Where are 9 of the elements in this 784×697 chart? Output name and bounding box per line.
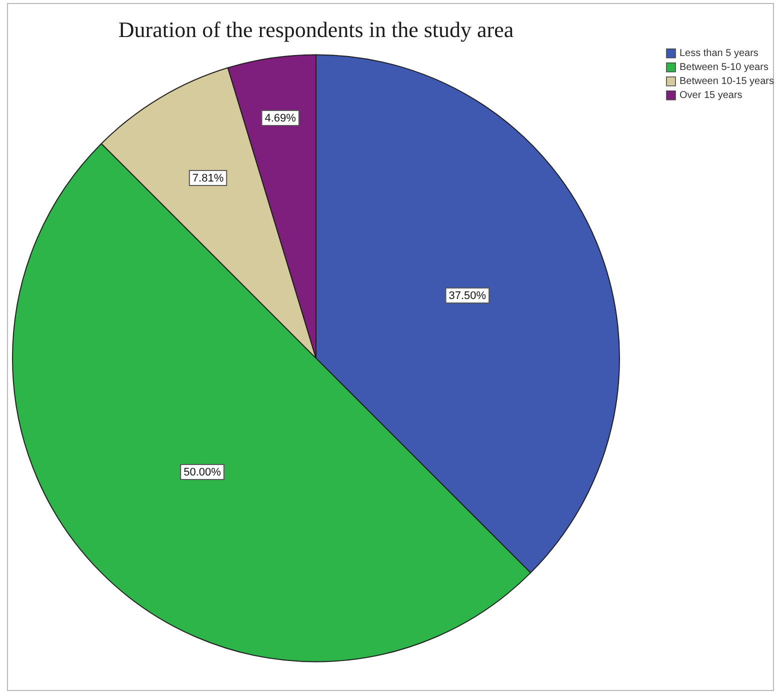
data-label: 50.00% <box>184 466 222 478</box>
legend-label: Over 15 years <box>680 90 742 102</box>
legend-label: Less than 5 years <box>680 48 758 60</box>
data-label: 7.81% <box>192 172 224 185</box>
chart-title: Duration of the respondents in the study area <box>118 16 514 42</box>
data-label: 37.50% <box>448 290 486 302</box>
data-label: 4.69% <box>264 112 296 125</box>
legend-label: Between 10-15 years <box>680 76 774 88</box>
legend-label: Between 5-10 years <box>680 62 768 74</box>
